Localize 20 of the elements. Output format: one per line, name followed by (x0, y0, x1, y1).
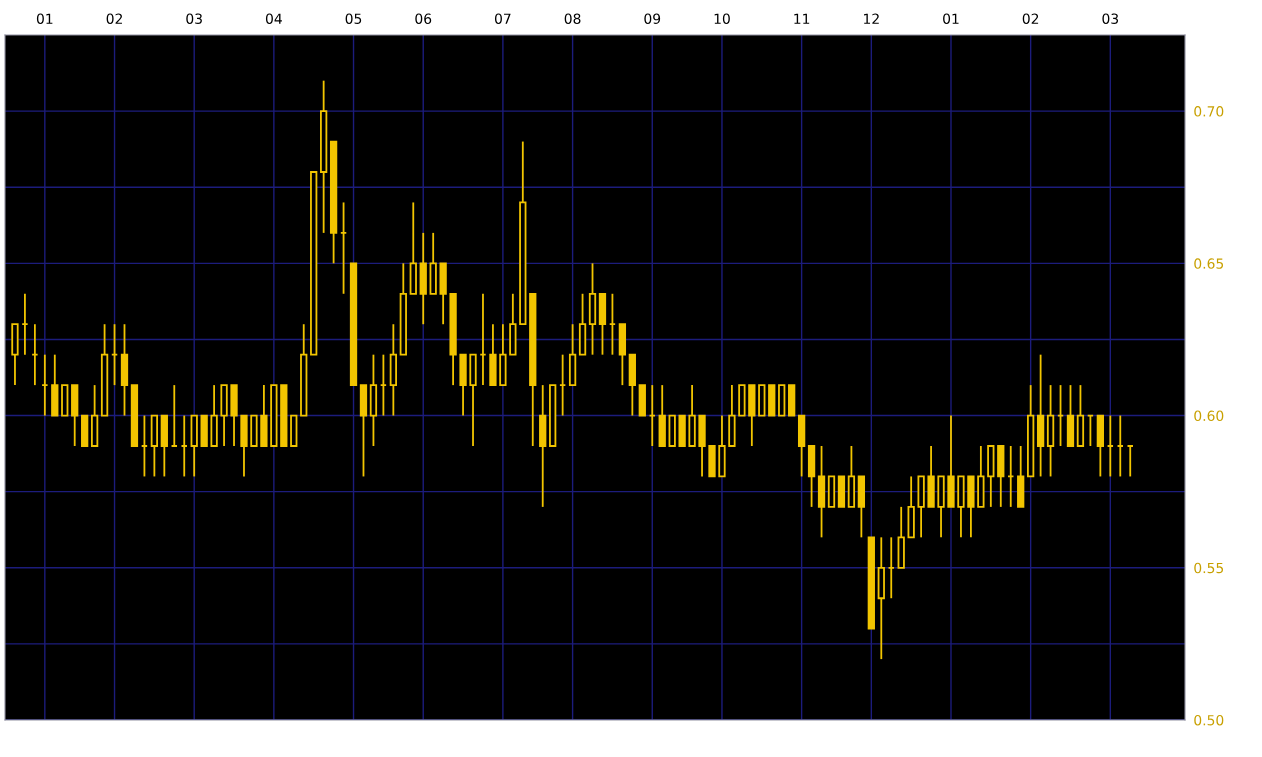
y-tick-label: 0.60 (1194, 410, 1224, 422)
x-tick-label: 04 (265, 13, 282, 24)
y-tick-label: 0.70 (1194, 106, 1224, 117)
x-tick-label: 07 (494, 13, 511, 24)
x-tick-label: 11 (794, 13, 810, 24)
x-tick-label: 03 (1102, 13, 1119, 24)
x-tick-label: 01 (36, 13, 53, 24)
x-tick-label: 03 (186, 13, 202, 24)
y-tick-label: 0.65 (1194, 258, 1224, 269)
x-tick-label: 02 (1022, 13, 1039, 24)
x-tick-label: 01 (943, 13, 959, 24)
x-tick-label: 09 (644, 13, 661, 24)
x-tick-label: 12 (864, 13, 879, 24)
x-tick-label: 08 (564, 13, 581, 24)
y-tick-label: 0.55 (1194, 562, 1224, 574)
x-tick-label: 02 (106, 13, 122, 24)
y-tick-label: 0.50 (1194, 714, 1224, 726)
x-tick-label: 05 (345, 13, 362, 24)
x-tick-label: 10 (714, 13, 730, 24)
x-tick-label: 06 (415, 13, 432, 24)
